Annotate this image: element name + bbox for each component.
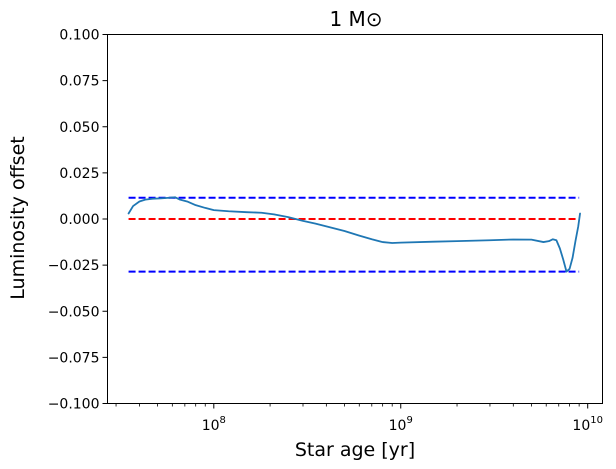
x-tick-label: 109 bbox=[389, 415, 413, 434]
series-layer bbox=[127, 196, 581, 273]
y-tick-label: −0.050 bbox=[48, 304, 100, 320]
y-tick-label: −0.025 bbox=[48, 258, 100, 274]
y-tick-label: 0.000 bbox=[59, 212, 99, 228]
luminosity-offset-line bbox=[127, 196, 581, 273]
y-tick-label: −0.075 bbox=[48, 350, 100, 366]
y-tick-label: 0.025 bbox=[59, 166, 99, 182]
y-tick-label: 0.100 bbox=[59, 28, 99, 44]
x-tick-base: 10 bbox=[389, 418, 407, 434]
x-tick-label: 1010 bbox=[572, 415, 603, 434]
x-tick-exponent: 10 bbox=[590, 415, 603, 426]
y-tick-label: −0.100 bbox=[48, 397, 100, 413]
x-tick-exponent: 8 bbox=[220, 415, 226, 426]
plot-frame bbox=[107, 34, 603, 404]
chart-title: 1 M⊙ bbox=[329, 7, 382, 31]
reference-lines bbox=[128, 196, 580, 273]
y-tick-label: 0.050 bbox=[59, 120, 99, 136]
x-axis-label: Star age [yr] bbox=[295, 439, 415, 461]
x-tick-base: 10 bbox=[572, 418, 590, 434]
x-tick-label: 108 bbox=[202, 415, 226, 434]
x-axis-ticks: 108 109 1010 bbox=[115, 403, 603, 434]
y-axis-label: Luminosity offset bbox=[7, 136, 29, 299]
y-axis-ticks: 0.100 0.075 0.050 0.025 0.000 −0.025 −0.050 −0.… bbox=[48, 28, 108, 413]
y-tick-label: 0.075 bbox=[59, 74, 99, 90]
x-tick-exponent: 9 bbox=[406, 415, 412, 426]
x-tick-base: 10 bbox=[202, 418, 220, 434]
